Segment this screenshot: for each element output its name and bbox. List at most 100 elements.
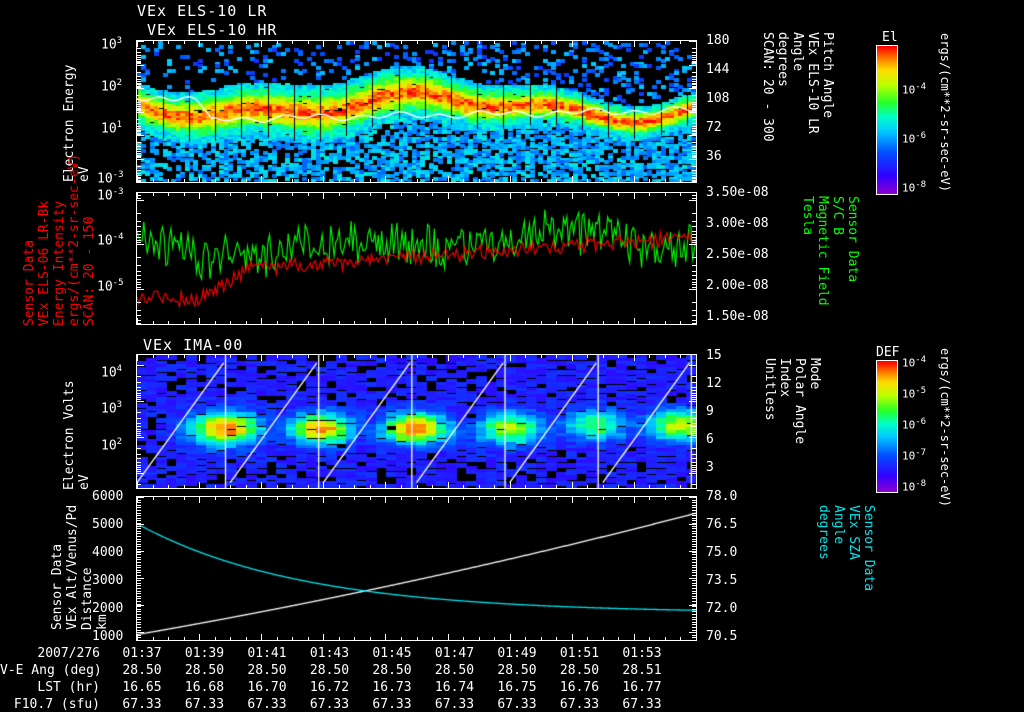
panel3-y2tick-1: 12: [706, 376, 722, 391]
p4box-ticks: [137, 497, 696, 640]
table-cell-r1-c6: 28.50: [497, 663, 537, 678]
panel3-ytick-2: 102: [101, 437, 123, 454]
panel3-colorbar-gradient: [876, 360, 898, 493]
panel3-colorbar-tick-4: 10-8: [902, 479, 927, 494]
panel1-colorbar-unit: ergs/(cm**2-sr-sec-eV): [938, 33, 952, 192]
panel1-ytick-2: 101: [101, 120, 123, 137]
panel3-plot-area[interactable]: [136, 354, 697, 489]
table-cell-r3-c8: 67.33: [622, 697, 662, 712]
panel1-y2tick-4: 36: [706, 149, 722, 164]
table-cell-r2-c6: 16.75: [497, 680, 537, 695]
panel4-y2tick-1: 76.5: [706, 517, 738, 532]
panel4-y2tick-2: 75.0: [706, 545, 738, 560]
panel1-ytick-3: 10-3: [97, 170, 124, 187]
panel3-title: VEx IMA-00: [143, 336, 244, 354]
panel1-title-lr: VEx ELS-10 LR: [137, 2, 268, 20]
panel3-colorbar-tick-3: 10-7: [902, 448, 927, 463]
p2box-ticks: [137, 193, 696, 324]
table-cell-r0-c2: 01:41: [247, 646, 287, 661]
panel3-colorbar-tick-2: 10-6: [902, 417, 927, 432]
panel2-y2tick-2: 2.50e-08: [706, 247, 769, 262]
panel3-colorbar-title: DEF: [876, 345, 900, 360]
table-cell-r0-c3: 01:43: [309, 646, 350, 661]
panel4-ytick-4: 2000: [92, 601, 124, 616]
table-cell-r1-c2: 28.50: [247, 663, 287, 678]
table-cell-r2-c2: 16.70: [247, 680, 287, 695]
table-cell-r1-c1: 28.50: [184, 663, 225, 678]
table-cell-r1-c3: 28.50: [309, 663, 350, 678]
p1box-ticks: [137, 41, 696, 182]
table-cell-r1-c8: 28.51: [622, 663, 662, 678]
panel1-y2tick-0: 180: [706, 33, 730, 48]
panel3-ytick-1: 103: [101, 400, 123, 417]
panel4-y2tick-4: 72.0: [706, 601, 738, 616]
table-cell-r3-c4: 67.33: [372, 697, 412, 712]
table-cell-r3-c3: 67.33: [309, 697, 350, 712]
table-cell-r2-c7: 16.76: [559, 680, 600, 695]
panel2-right-axis-label: Sensor Data S/C B Magnetic Field Tesla: [800, 196, 860, 306]
table-cell-r0-c1: 01:39: [184, 646, 225, 661]
panel1-y2tick-3: 72: [706, 120, 722, 135]
table-cell-r2-c3: 16.72: [309, 680, 350, 695]
table-cell-r0-c5: 01:47: [434, 646, 475, 661]
panel4-y2tick-0: 78.0: [706, 489, 738, 504]
panel3-ytick-0: 104: [101, 364, 123, 381]
panel2-y2tick-0: 3.50e-08: [706, 185, 769, 200]
panel1-colorbar-title: El: [882, 30, 898, 45]
panel3-colorbar-unit: ergs/(cm**2-sr-sec-eV): [938, 348, 952, 507]
panel4-plot-area[interactable]: [136, 496, 697, 641]
panel1-plot-area[interactable]: [136, 40, 697, 183]
table-cell-r0-c7: 01:51: [559, 646, 600, 661]
panel4-ytick-5: 1000: [92, 629, 124, 644]
panel4-right-axis-label: Sensor Data VEx SZA Angle degrees: [816, 505, 876, 592]
table-row-label-1: V-E Ang (deg): [0, 663, 102, 678]
panel2-y2tick-4: 1.50e-08: [706, 309, 769, 324]
panel3-y2tick-4: 3: [706, 460, 714, 475]
table-cell-r2-c1: 16.68: [184, 680, 225, 695]
table-cell-r3-c1: 67.33: [184, 697, 225, 712]
table-cell-r3-c2: 67.33: [247, 697, 287, 712]
table-cell-r2-c5: 16.74: [434, 680, 475, 695]
table-cell-r0-c6: 01:49: [497, 646, 537, 661]
table-cell-r2-c8: 16.77: [622, 680, 662, 695]
panel1-colorbar-gradient: [876, 45, 898, 195]
panel3-y2tick-2: 9: [706, 404, 714, 419]
panel4-y2tick-3: 73.5: [706, 573, 738, 588]
table-cell-r2-c0: 16.65: [122, 680, 162, 695]
table-cell-r2-c4: 16.73: [372, 680, 412, 695]
panel1-ytick-0: 103: [101, 36, 123, 53]
table-cell-r3-c5: 67.33: [434, 697, 475, 712]
panel4-ytick-1: 5000: [92, 517, 124, 532]
table-cell-r3-c0: 67.33: [122, 697, 162, 712]
table-row-label-0: 2007/276: [37, 646, 100, 661]
panel3-y2tick-0: 15: [706, 348, 722, 363]
panel3-colorbar-tick-1: 10-5: [902, 386, 927, 401]
panel3-y2tick-3: 6: [706, 432, 714, 447]
panel2-plot-area[interactable]: [136, 192, 697, 325]
p3box-ticks: [137, 355, 696, 488]
panel1-colorbar-tick-2: 10-8: [902, 180, 927, 195]
table-cell-r1-c4: 28.50: [372, 663, 412, 678]
panel1-colorbar-tick-0: 10-4: [902, 82, 927, 97]
panel3-left-axis-label: Electron Volts eV: [62, 380, 92, 490]
table-cell-r1-c0: 28.50: [122, 663, 162, 678]
panel2-ytick-2: 10-5: [97, 278, 124, 295]
panel1-right-axis-label: Pitch Angle VEx ELS-10 LR Angle degrees …: [760, 32, 835, 142]
panel4-ytick-2: 4000: [92, 545, 124, 560]
table-cell-r3-c7: 67.33: [559, 697, 600, 712]
panel4-y2tick-5: 70.5: [706, 629, 738, 644]
panel1-colorbar-tick-1: 10-6: [902, 131, 927, 146]
table-row-label-3: F10.7 (sfu): [13, 697, 100, 712]
panel1-y2tick-1: 144: [706, 62, 730, 77]
panel1-y2tick-2: 108: [706, 91, 730, 106]
panel1-ytick-1: 102: [101, 78, 123, 95]
panel2-ytick-0: 10-3: [97, 187, 124, 204]
table-cell-r0-c4: 01:45: [372, 646, 412, 661]
table-row-label-2: LST (hr): [37, 680, 100, 695]
table-cell-r0-c0: 01:37: [122, 646, 162, 661]
panel2-y2tick-3: 2.00e-08: [706, 278, 769, 293]
panel4-ytick-0: 6000: [92, 489, 124, 504]
table-cell-r3-c6: 67.33: [497, 697, 537, 712]
panel2-ytick-1: 10-4: [97, 232, 124, 249]
